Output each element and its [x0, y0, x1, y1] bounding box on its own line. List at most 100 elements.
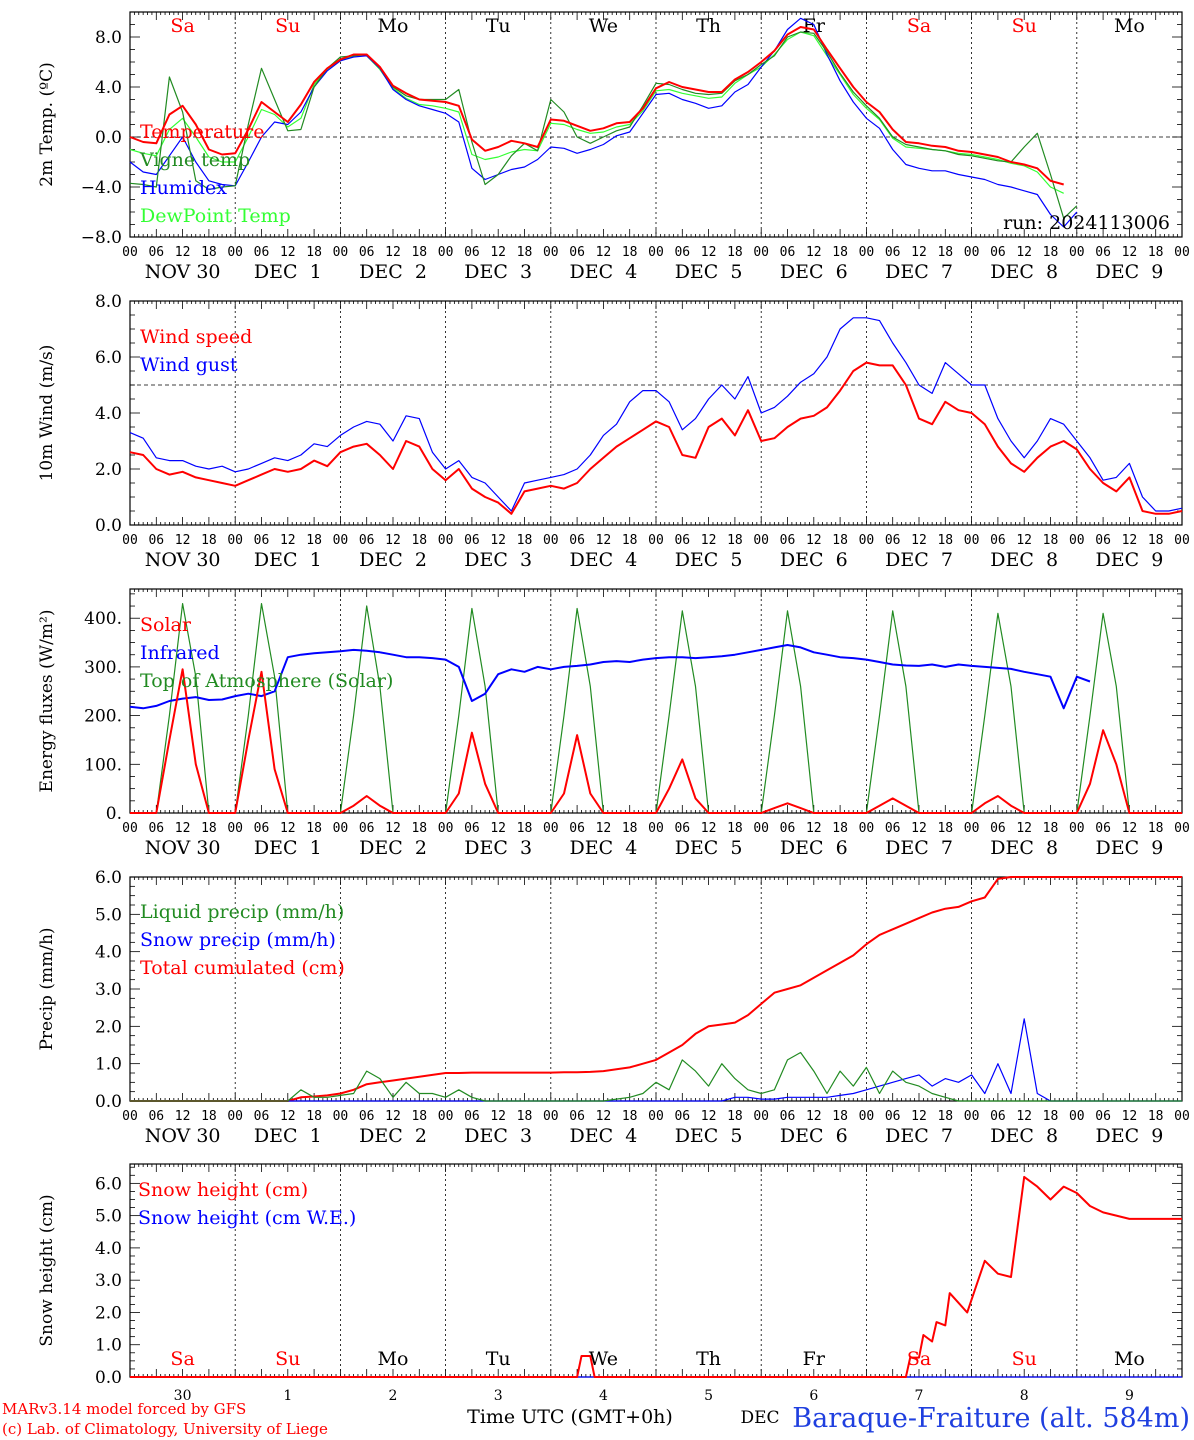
hour-tick-label: 00 [1069, 245, 1085, 260]
hour-tick-label: 06 [464, 533, 480, 548]
y-tick-label: 5.0 [95, 1207, 122, 1227]
hour-tick-label: 18 [727, 1109, 743, 1124]
hour-tick-label: 18 [201, 1109, 217, 1124]
date-label: DEC 8 [990, 1125, 1058, 1147]
weekday-label: Su [1012, 1348, 1037, 1370]
hour-tick-label: 12 [280, 1109, 296, 1124]
hour-tick-label: 12 [806, 821, 822, 836]
hour-tick-label: 06 [148, 533, 164, 548]
y-tick-label: 6.0 [95, 1174, 122, 1194]
day-number-label: 8 [1020, 1388, 1029, 1404]
hour-tick-label: 12 [1122, 533, 1138, 548]
series-line-snow-precip-mm-h- [130, 1018, 1182, 1102]
day-number-label: 1 [283, 1388, 292, 1404]
date-label: DEC 1 [254, 837, 322, 859]
hour-tick-label: 18 [517, 533, 533, 548]
date-label: DEC 6 [780, 261, 848, 283]
weekday-label: Su [1012, 15, 1037, 37]
y-tick-label: 4.0 [95, 1239, 122, 1259]
hour-tick-label: 12 [490, 245, 506, 260]
hour-tick-label: 18 [832, 1109, 848, 1124]
hour-tick-label: 06 [780, 821, 796, 836]
y-tick-label: 2.0 [95, 460, 122, 480]
hour-tick-label: 18 [201, 245, 217, 260]
y-tick-label: −4.0 [81, 178, 122, 198]
hour-tick-label: 06 [254, 533, 270, 548]
date-label: DEC 2 [359, 837, 427, 859]
hour-tick-label: 00 [648, 1109, 664, 1124]
y-tick-label: 2.0 [95, 1303, 122, 1323]
hour-tick-label: 06 [780, 1109, 796, 1124]
hour-tick-label: 18 [306, 245, 322, 260]
hour-tick-label: 06 [1095, 821, 1111, 836]
hour-tick-label: 18 [727, 533, 743, 548]
hour-tick-label: 06 [464, 821, 480, 836]
series-line-vigne-temp [129, 31, 1078, 219]
hour-tick-label: 00 [859, 821, 875, 836]
weekday-label: We [589, 1348, 618, 1370]
hour-tick-label: 06 [148, 245, 164, 260]
hour-tick-label: 12 [701, 533, 717, 548]
hour-tick-label: 00 [543, 245, 559, 260]
date-label: DEC 8 [990, 261, 1058, 283]
hour-tick-label: 00 [964, 821, 980, 836]
model-credit-line2: (c) Lab. of Climatology, University of L… [2, 1420, 328, 1438]
date-label: DEC 5 [675, 837, 743, 859]
hour-tick-label: 18 [1148, 533, 1164, 548]
hour-tick-label: 12 [806, 245, 822, 260]
hour-tick-label: 12 [280, 533, 296, 548]
y-tick-label: 5.0 [95, 905, 122, 925]
hour-tick-label: 18 [517, 821, 533, 836]
panel-4: 0.0 1.0 2.0 3.0 4.0 5.0 6.0 Precip (mm/h) 00 06 12… [37, 868, 1190, 1147]
hour-tick-label: 06 [674, 821, 690, 836]
hour-tick-label: 12 [385, 821, 401, 836]
hour-tick-label: 06 [569, 533, 585, 548]
day-number-label: 4 [599, 1388, 608, 1404]
weekday-label: Su [275, 15, 300, 37]
hour-tick-label: 06 [254, 245, 270, 260]
y-tick-label: 0.0 [95, 1368, 122, 1388]
hour-tick-label: 00 [227, 821, 243, 836]
hour-tick-label: 06 [885, 245, 901, 260]
weekday-label: Mo [378, 15, 409, 37]
hour-tick-label: 18 [1043, 1109, 1059, 1124]
hour-tick-label: 00 [1174, 1109, 1190, 1124]
date-label: DEC 4 [569, 261, 637, 283]
hour-tick-label: 00 [227, 533, 243, 548]
hour-tick-label: 06 [780, 533, 796, 548]
x-axis-month-label: DEC [740, 1408, 779, 1428]
hour-tick-label: 06 [885, 1109, 901, 1124]
hour-tick-label: 06 [569, 1109, 585, 1124]
hour-tick-label: 18 [832, 821, 848, 836]
series-line-wind-speed [129, 361, 1183, 515]
y-axis-label: 10m Wind (m/s) [37, 345, 57, 482]
y-tick-label: 6.0 [95, 348, 122, 368]
hour-tick-label: 18 [1043, 533, 1059, 548]
y-tick-label: 4.0 [95, 943, 122, 963]
weekday-label: Mo [1114, 1348, 1145, 1370]
hour-tick-label: 12 [280, 245, 296, 260]
hour-tick-label: 12 [175, 245, 191, 260]
weekday-label: We [589, 15, 618, 37]
y-tick-label: 0.0 [95, 128, 122, 148]
hour-tick-label: 06 [254, 1109, 270, 1124]
hour-tick-label: 12 [701, 821, 717, 836]
hour-tick-label: 18 [727, 245, 743, 260]
hour-tick-label: 12 [1016, 245, 1032, 260]
hour-tick-label: 06 [990, 533, 1006, 548]
hour-tick-label: 00 [1174, 821, 1190, 836]
hour-tick-label: 06 [464, 1109, 480, 1124]
date-label: DEC 6 [780, 1125, 848, 1147]
hour-tick-label: 00 [438, 1109, 454, 1124]
hour-tick-label: 00 [438, 245, 454, 260]
day-number-label: 5 [704, 1388, 713, 1404]
series-line-liquid-precip-mm-h- [130, 1051, 1182, 1102]
hour-tick-label: 12 [1016, 533, 1032, 548]
hour-tick-label: 18 [937, 533, 953, 548]
hour-tick-label: 18 [937, 245, 953, 260]
date-label: DEC 9 [1095, 549, 1163, 571]
legend-entry: Snow height (cm) [138, 1179, 308, 1201]
weekday-label: Fr [803, 1348, 826, 1370]
hour-tick-label: 00 [543, 533, 559, 548]
